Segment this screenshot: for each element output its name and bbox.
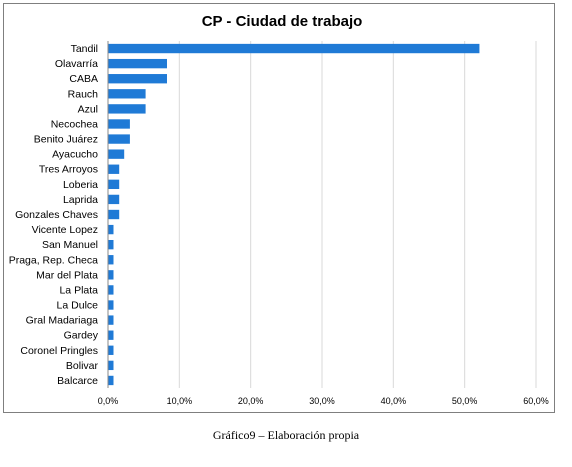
category-label: Vicente Lopez [32, 224, 98, 236]
bar [108, 360, 114, 371]
category-label: Praga, Rep. Checa [9, 254, 98, 266]
category-label: Mar del Plata [36, 269, 98, 281]
bar [108, 58, 167, 69]
category-label: Tandil [71, 43, 98, 55]
category-label: Gardey [64, 330, 99, 342]
bar-chart: CP - Ciudad de trabajo Tandil Olavarría CA… [9, 13, 549, 406]
bar [108, 345, 114, 355]
bar [108, 119, 130, 129]
figure-caption: Gráfico9 – Elaboración propia [212, 428, 360, 442]
category-label: Rauch [68, 88, 99, 100]
category-label: La Plata [59, 284, 98, 296]
category-label: Loberia [63, 179, 98, 191]
bar [108, 330, 114, 340]
x-tick-label: 0,0% [98, 396, 119, 406]
bar [108, 239, 114, 250]
bar [108, 224, 114, 235]
x-tick-label: 60,0% [523, 396, 549, 406]
category-label: Ayacucho [52, 149, 98, 161]
category-label: San Manuel [42, 239, 98, 251]
chart-area: CP - Ciudad de trabajo Tandil Olavarría CA… [3, 3, 555, 413]
bar [108, 179, 120, 190]
bar [108, 375, 114, 386]
gridlines [107, 41, 537, 388]
bar [108, 89, 146, 99]
bars [108, 43, 480, 386]
x-tick-label: 40,0% [381, 396, 407, 406]
bar [108, 209, 120, 220]
category-label: Tres Arroyos [39, 164, 98, 176]
category-label: Coronel Pringles [20, 345, 98, 357]
category-label: Balcarce [57, 375, 98, 387]
category-label: Gral Madariaga [26, 315, 99, 327]
x-tick-label: 50,0% [452, 396, 478, 406]
category-label: Olavarría [55, 58, 98, 70]
category-label: La Dulce [57, 300, 99, 312]
bar [108, 134, 130, 144]
bar [108, 255, 114, 265]
category-label: Benito Juárez [34, 134, 98, 146]
bar [108, 285, 114, 295]
category-label: CABA [69, 73, 98, 85]
category-label: Laprida [63, 194, 98, 206]
bar [108, 164, 120, 174]
bar [108, 104, 146, 114]
bar [108, 194, 120, 205]
bar [108, 43, 480, 54]
category-label: Necochea [51, 118, 98, 130]
bar [108, 74, 167, 84]
bar [108, 315, 114, 325]
x-tick-label: 10,0% [167, 396, 193, 406]
category-label: Bolivar [66, 360, 99, 372]
category-label: Azul [78, 103, 98, 115]
bar [108, 270, 114, 280]
chart-title: CP - Ciudad de trabajo [202, 13, 363, 30]
bar [108, 300, 114, 310]
category-label: Gonzales Chaves [15, 209, 98, 221]
category-labels: Tandil Olavarría CABA Rauch Azul Necochea Beni… [9, 43, 99, 387]
x-tick-label: 30,0% [309, 396, 335, 406]
bar [108, 149, 125, 159]
x-tick-label: 20,0% [238, 396, 264, 406]
x-axis-ticks: 0,0% 10,0% 20,0% 30,0% 40,0% 50,0% 60,0% [98, 396, 549, 406]
